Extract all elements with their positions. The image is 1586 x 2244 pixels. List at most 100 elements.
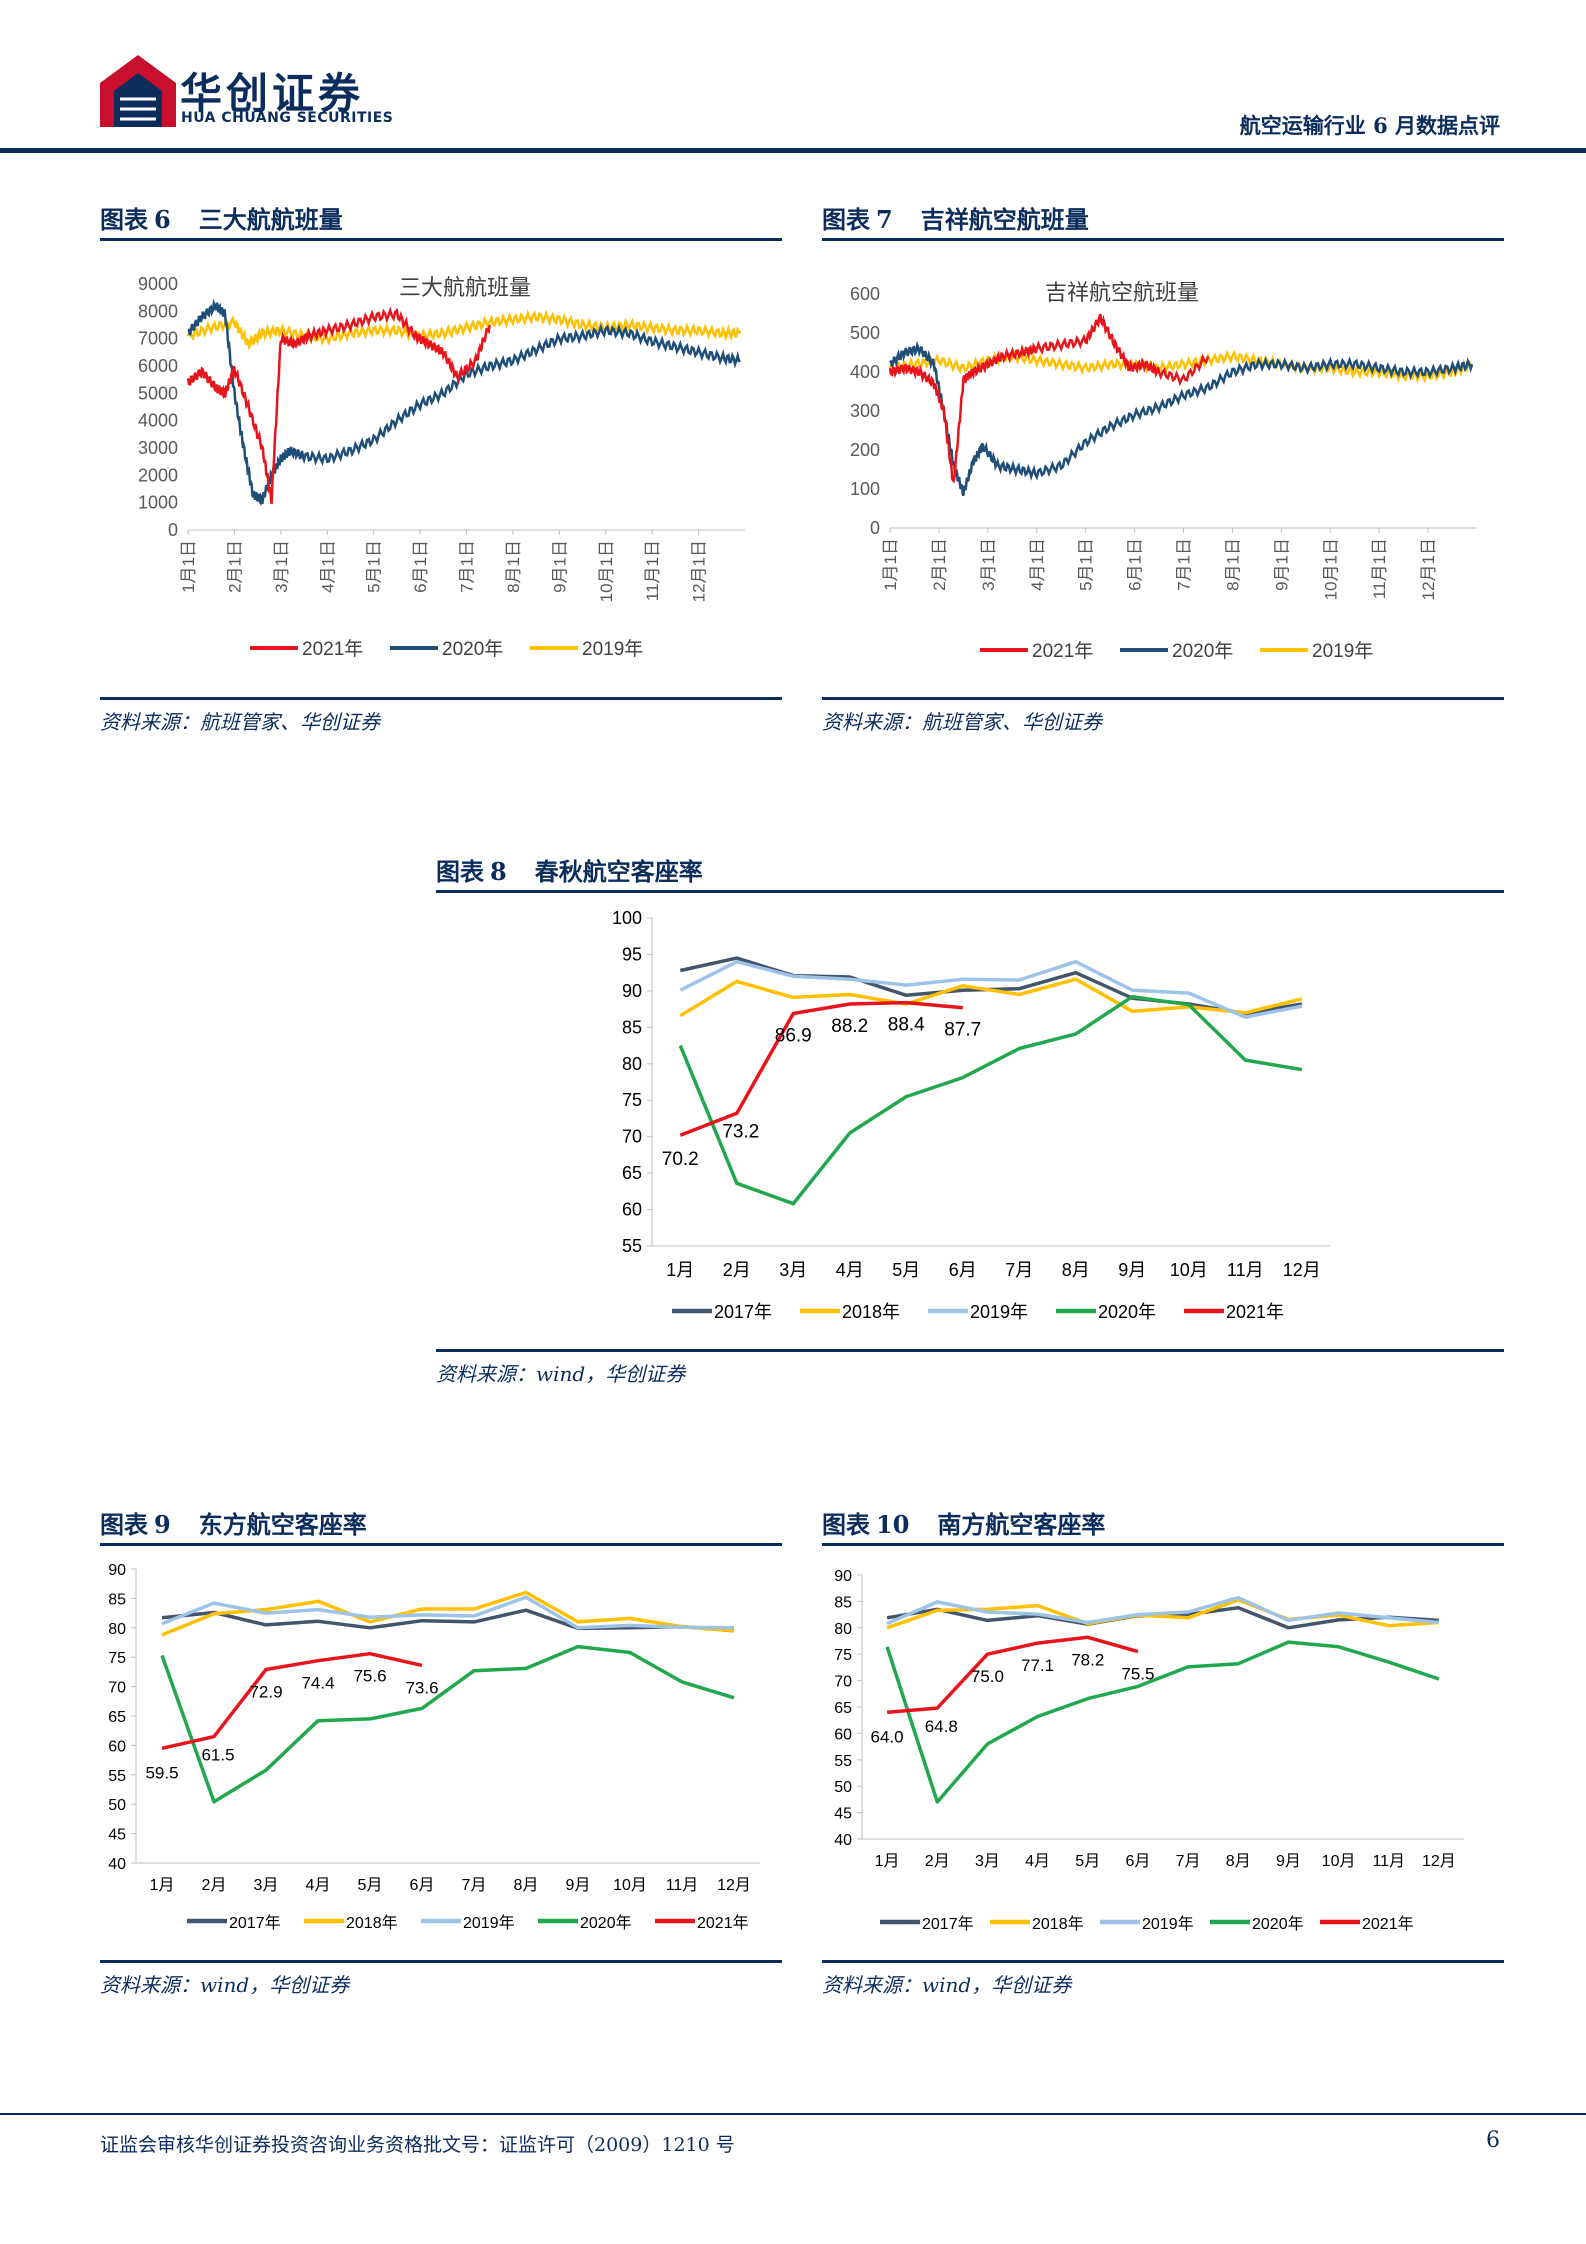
fig10-y-tick-label: 85: [834, 1594, 852, 1611]
fig9-y-tick-label: 65: [108, 1709, 126, 1726]
fig7-y-tick-label: 0: [870, 518, 880, 538]
fig10-label: 图表: [822, 1510, 870, 1539]
fig10-legend-label: 2017年: [922, 1915, 974, 1933]
fig8-x-tick-label: 10月: [1170, 1260, 1208, 1280]
fig10-data-label: 64.0: [871, 1727, 904, 1746]
fig9-legend-label: 2018年: [346, 1914, 398, 1932]
fig9-x-tick-label: 11月: [666, 1877, 699, 1894]
fig7-number: 7: [876, 205, 893, 234]
fig8-data-label: 73.2: [722, 1121, 759, 1142]
fig7-x-tick-label: 7月1日: [1175, 538, 1194, 591]
fig9-x-tick-label: 1月: [150, 1877, 175, 1894]
fig10-series-2020年: [885, 1640, 1440, 1804]
fig6-x-tick-label: 10月1日: [597, 540, 616, 602]
fig8-y-tick-label: 100: [612, 908, 642, 928]
fig8-y-tick-label: 75: [622, 1090, 642, 1110]
page-number: 6: [1486, 2128, 1500, 2153]
fig8-legend-label: 2020年: [1098, 1302, 1156, 1322]
fig10-y-tick-label: 50: [834, 1779, 852, 1796]
fig7-chart: 0 100 200 300 400 500 600 1月1日 2月1日 3月1日 4月1日 5月1日 6…: [850, 280, 1477, 662]
fig7-label: 图表: [822, 205, 870, 234]
fig6-title-text: 三大航航班量: [198, 205, 343, 234]
fig10-x-tick-label: 7月: [1176, 1853, 1201, 1870]
fig6-x-tick-label: 8月1日: [504, 540, 523, 593]
fig10-bottom-rule: [822, 1960, 1504, 1963]
fig6-x-tick-label: 7月1日: [458, 540, 477, 593]
fig7-x-tick-label: 9月1日: [1272, 538, 1291, 591]
footer-divider: [0, 2113, 1586, 2115]
fig8-series-2020年: [678, 994, 1303, 1206]
fig10-y-tick-label: 80: [834, 1621, 852, 1638]
fig9-x-tick-label: 9月: [566, 1877, 591, 1894]
fig10-y-tick-label: 70: [834, 1674, 852, 1691]
fig10-x-tick-label: 12月: [1422, 1853, 1456, 1870]
fig10-x-tick-label: 8月: [1226, 1853, 1251, 1870]
fig7-bottom-rule: [822, 697, 1504, 700]
fig6-y-tick-label: 3000: [138, 438, 178, 458]
fig6-number: 6: [154, 205, 171, 234]
fig6-x-tick-label: 9月1日: [550, 540, 569, 593]
fig8-x-tick-label: 11月: [1227, 1260, 1264, 1280]
fig9-x-tick-label: 10月: [613, 1877, 647, 1894]
fig6-series-2019年: [186, 309, 742, 351]
fig9-title-text: 东方航空客座率: [198, 1510, 367, 1539]
fig6-y-tick-label: 7000: [138, 329, 178, 349]
fig6-y-tick-label: 0: [168, 520, 178, 540]
fig6-y-tick-label: 1000: [138, 493, 178, 513]
fig10-series-2021年: [886, 1635, 1139, 1715]
fig9-series-2017年: [161, 1608, 735, 1633]
fig6-series-2021年: [186, 306, 491, 504]
fig8-data-label: 88.2: [831, 1016, 868, 1037]
fig7-legend-label: 2019年: [1312, 640, 1373, 662]
fig8-y-tick-label: 60: [622, 1200, 642, 1220]
fig8-x-tick-label: 6月: [949, 1260, 977, 1280]
fig10-x-tick-label: 2月: [925, 1853, 950, 1870]
fig10-y-tick-label: 55: [834, 1753, 852, 1770]
fig9-chart: 40 45 50 55 60 65 70 75 80 85 90 1月 2月 3月 4月 5月 6月 7月 8月 9月…: [108, 1562, 760, 1932]
fig7-x-tick-label: 8月1日: [1223, 538, 1242, 591]
fig6-y-tick-label: 4000: [138, 411, 178, 431]
fig10-y-tick-label: 60: [834, 1726, 852, 1743]
fig10-y-tick-label: 40: [834, 1832, 852, 1849]
fig10-data-label: 77.1: [1021, 1656, 1054, 1675]
fig10-x-tick-label: 1月: [875, 1853, 900, 1870]
fig10-y-tick-label: 90: [834, 1568, 852, 1585]
fig10-y-tick-label: 75: [834, 1647, 852, 1664]
logo-english: HUA CHUANG SECURITIES: [181, 110, 394, 126]
fig10-x-tick-label: 5月: [1075, 1853, 1100, 1870]
fig8-x-tick-label: 4月: [836, 1260, 864, 1280]
fig6-top-rule: [100, 238, 782, 241]
fig8-legend-label: 2021年: [1226, 1302, 1284, 1322]
fig6-x-tick-label: 12月1日: [690, 540, 709, 602]
fig10-x-tick-label: 9月: [1276, 1853, 1301, 1870]
fig9-y-tick-label: 75: [108, 1650, 126, 1667]
fig8-label: 图表: [436, 857, 484, 886]
fig7-y-tick-label: 300: [850, 401, 880, 421]
fig7-x-tick-label: 1月1日: [881, 538, 900, 591]
fig9-bottom-rule: [100, 1960, 782, 1963]
fig7-y-tick-label: 200: [850, 440, 880, 460]
fig7-series-2019年: [888, 349, 1474, 384]
fig10-x-tick-label: 10月: [1322, 1853, 1356, 1870]
fig8-source: 资料来源：wind，华创证券: [436, 1362, 686, 1386]
fig9-x-tick-label: 12月: [717, 1877, 751, 1894]
fig8-y-tick-label: 85: [622, 1017, 642, 1037]
fig10-title-text: 南方航空客座率: [937, 1510, 1106, 1539]
fig7-x-tick-label: 6月1日: [1126, 538, 1145, 591]
fig10-x-tick-label: 11月: [1372, 1853, 1405, 1870]
fig9-series-2021年: [161, 1651, 423, 1751]
fig9-number: 9: [154, 1510, 171, 1539]
fig8-data-label: 87.7: [944, 1020, 981, 1041]
fig7-source: 资料来源：航班管家、华创证券: [822, 710, 1102, 734]
fig9-y-tick-label: 55: [108, 1768, 126, 1785]
fig8-legend-label: 2019年: [970, 1302, 1028, 1322]
fig7-y-tick-label: 100: [850, 479, 880, 499]
fig6-label: 图表: [100, 205, 148, 234]
fig6-x-tick-label: 4月1日: [318, 540, 337, 593]
fig7-x-tick-label: 11月1日: [1370, 538, 1389, 599]
fig6-legend-label: 2019年: [582, 638, 643, 660]
fig10-data-label: 75.0: [971, 1667, 1004, 1686]
fig9-x-tick-label: 8月: [514, 1877, 539, 1894]
fig9-y-tick-label: 60: [108, 1738, 126, 1755]
fig9-x-tick-label: 2月: [202, 1877, 227, 1894]
